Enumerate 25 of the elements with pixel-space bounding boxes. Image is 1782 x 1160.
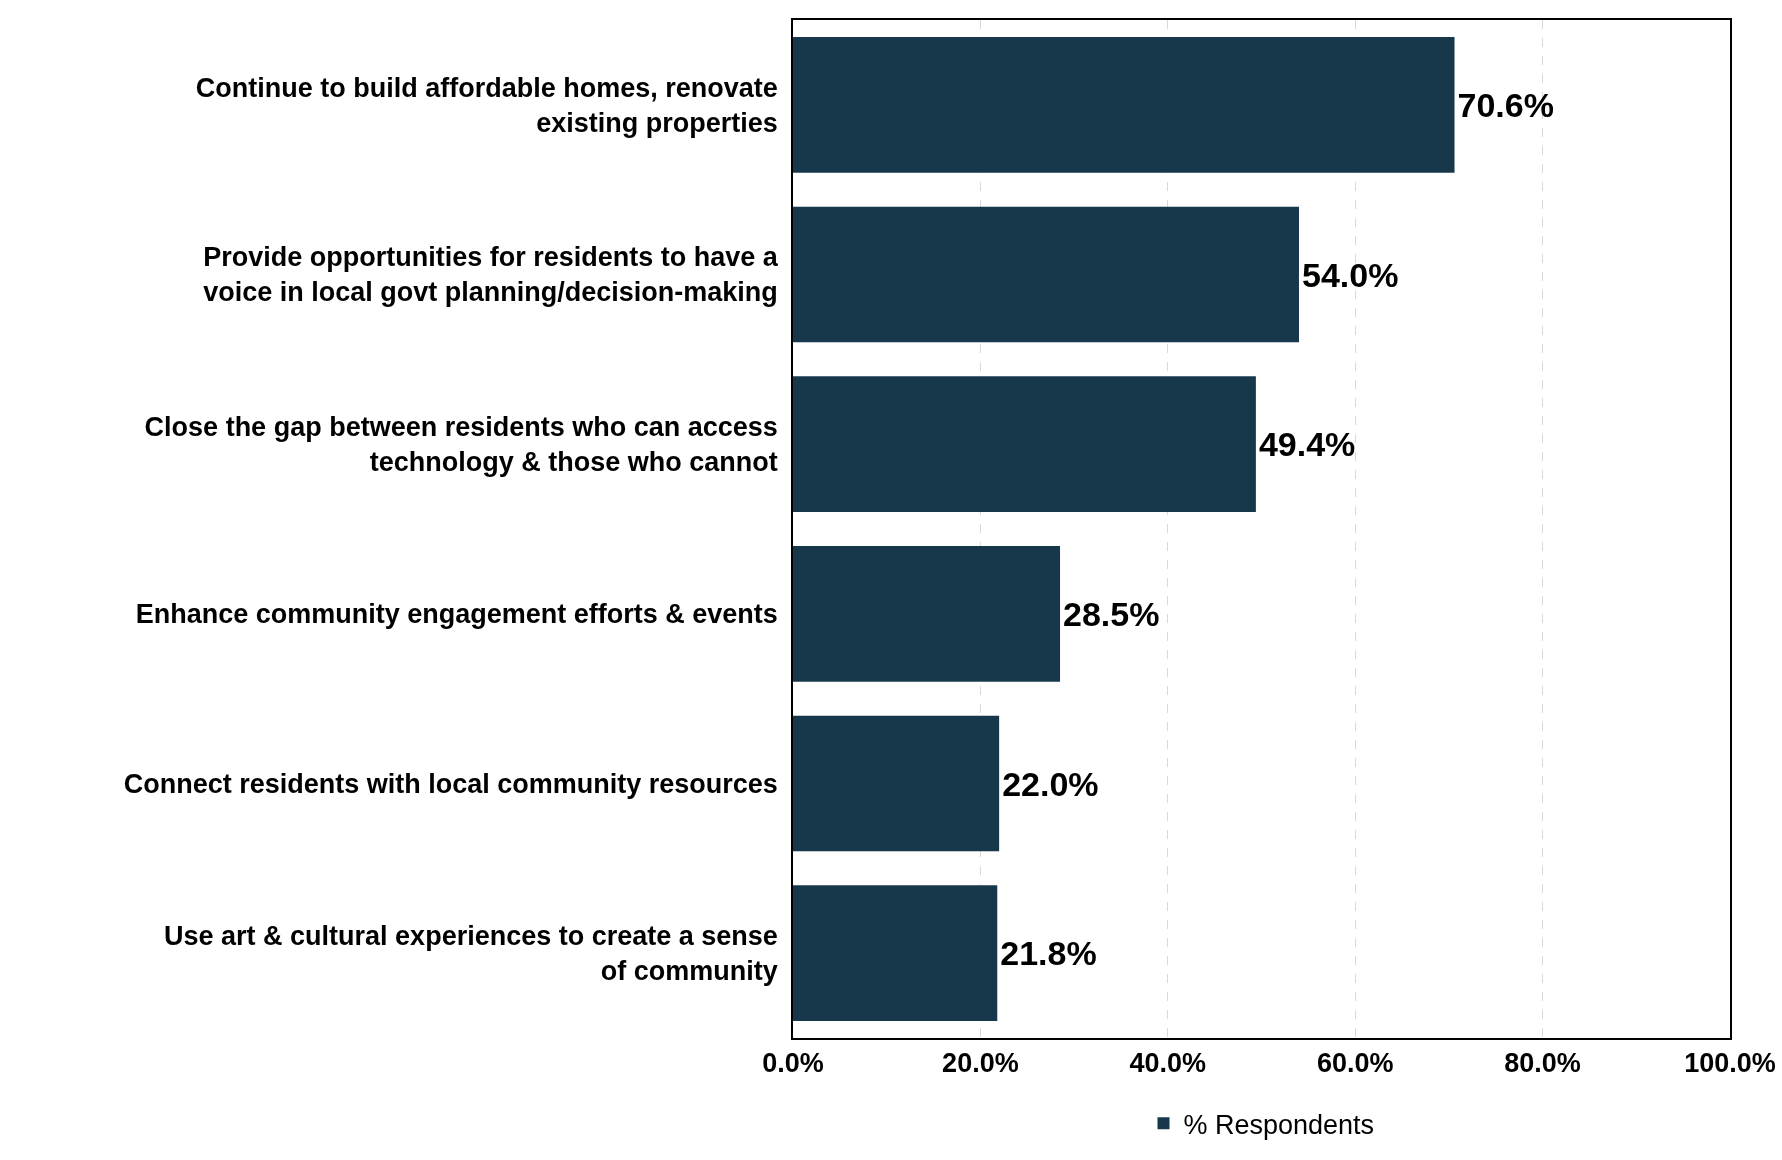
data-label: 22.0% xyxy=(1002,764,1099,803)
y-tick-label: Continue to build affordable homes, renovate existing properties xyxy=(195,72,778,138)
data-label: 70.6% xyxy=(1457,85,1554,124)
data-label: 49.4% xyxy=(1258,425,1356,464)
bar xyxy=(793,715,1000,852)
y-tick-label: Provide opportunities for residents to have a voice in local govt planning/decision-making xyxy=(203,242,779,308)
data-label: 21.8% xyxy=(1000,934,1097,973)
data-label: 54.0% xyxy=(1301,255,1399,294)
bar xyxy=(793,36,1455,173)
x-tick-label: 20.0% xyxy=(942,1048,1019,1079)
y-tick-label: Use art & cultural experiences to create a sense of community xyxy=(164,921,778,987)
bar xyxy=(793,206,1299,343)
bar xyxy=(793,376,1256,513)
legend-label: % Respondents xyxy=(1183,1109,1375,1140)
y-tick-label: Close the gap between residents who can access technology & those who cannot xyxy=(144,412,778,478)
data-label: 28.5% xyxy=(1063,594,1160,633)
bar xyxy=(793,545,1061,682)
y-tick-label: Enhance community engagement efforts & events xyxy=(135,599,778,630)
y-tick-label: Connect residents with local community resources xyxy=(123,768,778,799)
x-tick-label: 80.0% xyxy=(1504,1048,1581,1079)
x-tick-label: 60.0% xyxy=(1316,1048,1394,1079)
bar xyxy=(793,885,998,1022)
x-tick-label: 100.0% xyxy=(1684,1048,1776,1079)
x-tick-label: 40.0% xyxy=(1129,1048,1207,1079)
x-tick-label: 0.0% xyxy=(762,1048,824,1079)
